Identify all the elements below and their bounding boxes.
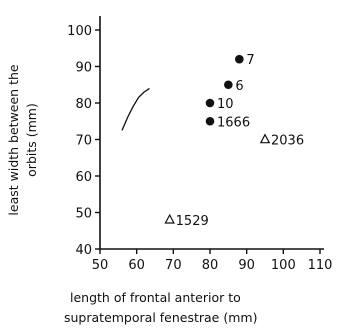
- y-axis-label-line-2: orbits (mm): [24, 103, 39, 177]
- data-point-1529: [164, 213, 175, 224]
- data-label-1666: 1666: [217, 115, 250, 130]
- axes: [99, 16, 324, 250]
- x-tick-label: 50: [92, 258, 109, 273]
- data-point-6: [224, 80, 233, 90]
- data-point-2036: [259, 133, 271, 144]
- y-tick-label: 40: [75, 243, 92, 258]
- curve-line: [121, 87, 150, 131]
- y-tick-label: 100: [67, 24, 92, 39]
- data-label-10: 10: [217, 97, 234, 112]
- x-tick-label: 90: [238, 258, 255, 273]
- y-tick-label: 50: [75, 207, 92, 222]
- y-tick-label: 60: [75, 170, 92, 185]
- x-axis-label-line-2: supratemporal fenestrae (mm): [64, 310, 257, 325]
- y-tick-label: 70: [75, 134, 92, 149]
- data-label-1529: 1529: [176, 214, 209, 229]
- x-tick-label: 110: [308, 258, 333, 273]
- data-label-7: 7: [246, 53, 254, 68]
- x-tick-label: 60: [128, 258, 145, 273]
- data-label-6: 6: [235, 79, 243, 94]
- data-label-2036: 2036: [271, 134, 304, 149]
- y-tick-label: 80: [75, 97, 92, 112]
- x-tick-label: 70: [165, 258, 182, 273]
- x-tick-label: 80: [202, 258, 219, 273]
- data-point-7: [235, 54, 244, 64]
- data-point-10: [205, 98, 215, 108]
- data-point-1666: [205, 116, 215, 126]
- axis-labels: length of frontal anterior to supratempo…: [6, 64, 257, 325]
- y-axis-label-line-1: least width between the: [6, 64, 21, 215]
- x-axis-label-line-1: length of frontal anterior to: [70, 290, 241, 305]
- x-tick-label: 100: [271, 258, 296, 273]
- y-tick-label: 90: [75, 61, 92, 76]
